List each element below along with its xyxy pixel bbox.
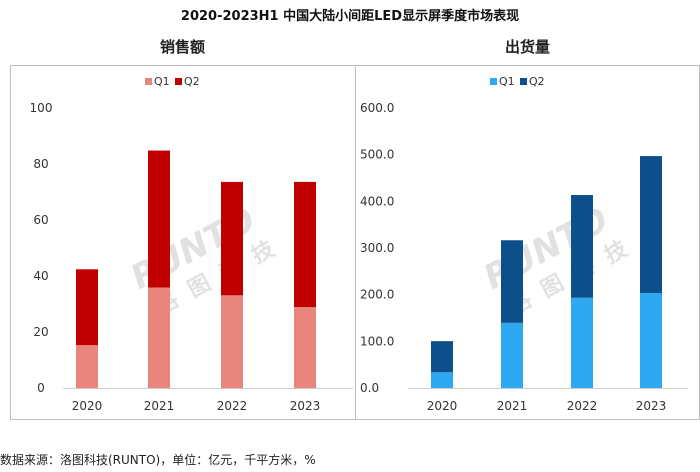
x-tick-label: 2021 (144, 399, 175, 413)
x-tick-label: 2020 (72, 399, 103, 413)
bar-2021-q2 (148, 150, 170, 288)
legend-label-q2: Q2 (529, 75, 545, 88)
bar-2022-q1 (571, 297, 593, 388)
y-tick-label: 40 (33, 269, 48, 283)
x-tick-label: 2020 (427, 399, 458, 413)
legend-swatch-q1 (145, 78, 152, 85)
y-tick-label: 600.0 (360, 101, 394, 115)
x-tick-label: 2022 (217, 399, 248, 413)
bar-2023-q1 (294, 307, 316, 388)
bar-2023-q2 (294, 181, 316, 308)
y-tick-label: 20 (33, 325, 48, 339)
x-tick-label: 2023 (636, 399, 667, 413)
sales-chart-panel: RUNTO洛图科技0204060801002020202120222023Q1Q… (10, 65, 356, 420)
x-tick-label: 2022 (567, 399, 598, 413)
legend-label-q1: Q1 (499, 75, 515, 88)
y-tick-label: 400.0 (360, 194, 394, 208)
legend-swatch-q1 (490, 78, 497, 85)
x-tick-label: 2021 (497, 399, 528, 413)
bar-2023-q2 (640, 156, 662, 293)
y-tick-label: 100 (30, 101, 53, 115)
legend-swatch-q2 (175, 78, 182, 85)
legend-swatch-q2 (520, 78, 527, 85)
y-tick-label: 0 (37, 381, 45, 395)
shipment-chart-panel: RUNTO洛图科技0.0100.0200.0300.0400.0500.0600… (355, 65, 700, 420)
bar-2022-q2 (571, 195, 593, 298)
sales-chart: RUNTO洛图科技0204060801002020202120222023Q1Q… (30, 75, 353, 413)
x-tick-label: 2023 (290, 399, 321, 413)
bar-2020-q2 (431, 341, 453, 373)
y-tick-label: 80 (33, 157, 48, 171)
bar-2021-q1 (148, 287, 170, 388)
legend-label-q1: Q1 (154, 75, 170, 88)
shipment-chart: RUNTO洛图科技0.0100.0200.0300.0400.0500.0600… (360, 75, 688, 413)
y-tick-label: 60 (33, 213, 48, 227)
bar-2021-q1 (501, 322, 523, 388)
bar-2021-q2 (501, 240, 523, 323)
bar-2023-q1 (640, 292, 662, 388)
bar-2022-q2 (221, 181, 243, 296)
y-tick-label: 300.0 (360, 241, 394, 255)
sales-panel-title: 销售额 (159, 38, 205, 56)
legend-label-q2: Q2 (184, 75, 200, 88)
bar-2020-q2 (76, 269, 98, 346)
chart-title: 2020-2023H1 中国大陆小间距LED显示屏季度市场表现 (180, 9, 520, 24)
bar-2020-q1 (431, 372, 453, 388)
y-tick-label: 500.0 (360, 148, 394, 162)
data-source-note: 数据来源：洛图科技(RUNTO)，单位：亿元，千平方米，% (0, 453, 316, 467)
bar-2020-q1 (76, 345, 98, 388)
shipment-panel-title: 出货量 (504, 38, 550, 56)
y-tick-label: 200.0 (360, 288, 394, 302)
y-tick-label: 0.0 (360, 381, 379, 395)
y-tick-label: 100.0 (360, 334, 394, 348)
bar-2022-q1 (221, 295, 243, 388)
